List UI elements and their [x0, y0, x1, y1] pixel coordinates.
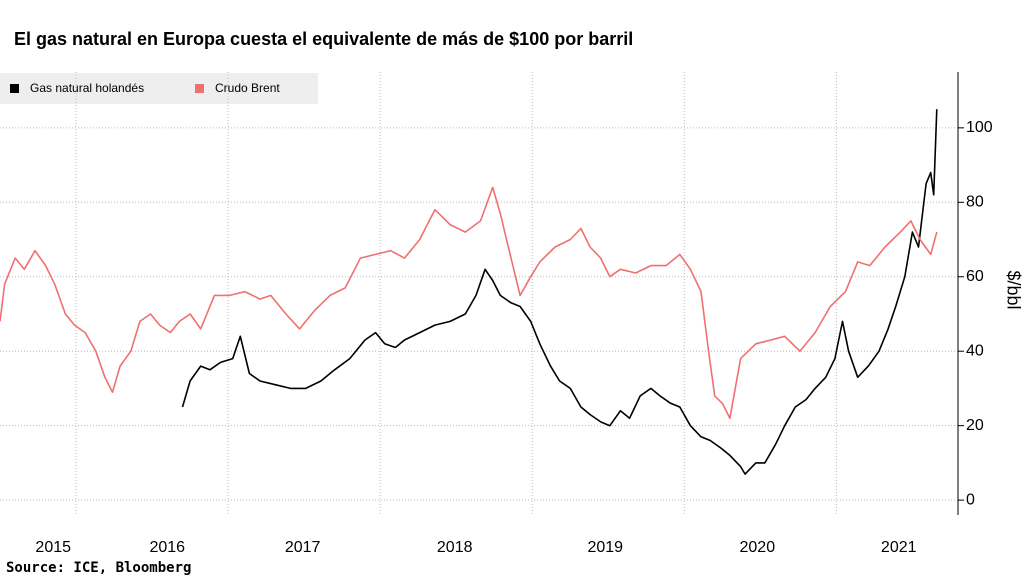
y-axis-label: $/bbl [1003, 270, 1023, 309]
x-tick-label: 2020 [740, 539, 776, 556]
x-tick-label: 2016 [149, 539, 185, 556]
y-tick-label: 0 [966, 491, 975, 508]
y-tick-label: 20 [966, 417, 984, 434]
y-tick-label: 40 [966, 342, 984, 359]
y-tick-label: 80 [966, 194, 984, 211]
series-line [0, 186, 938, 419]
legend-label: Crudo Brent [215, 81, 280, 95]
legend-label: Gas natural holandés [30, 81, 144, 95]
x-tick-label: 2019 [587, 539, 623, 556]
x-tick-label: 2018 [437, 539, 473, 556]
legend-swatch [10, 84, 19, 93]
y-tick-label: 100 [966, 119, 993, 136]
legend-box [0, 73, 318, 104]
series-line [181, 109, 938, 475]
x-tick-label: 2017 [285, 539, 321, 556]
x-tick-label: 2021 [881, 539, 917, 556]
source: Source: ICE, Bloomberg [6, 560, 191, 576]
x-tick-label: 2015 [35, 539, 71, 556]
y-tick-label: 60 [966, 268, 984, 285]
legend-swatch [195, 84, 204, 93]
chart-title: El gas natural en Europa cuesta el equiv… [14, 29, 633, 49]
